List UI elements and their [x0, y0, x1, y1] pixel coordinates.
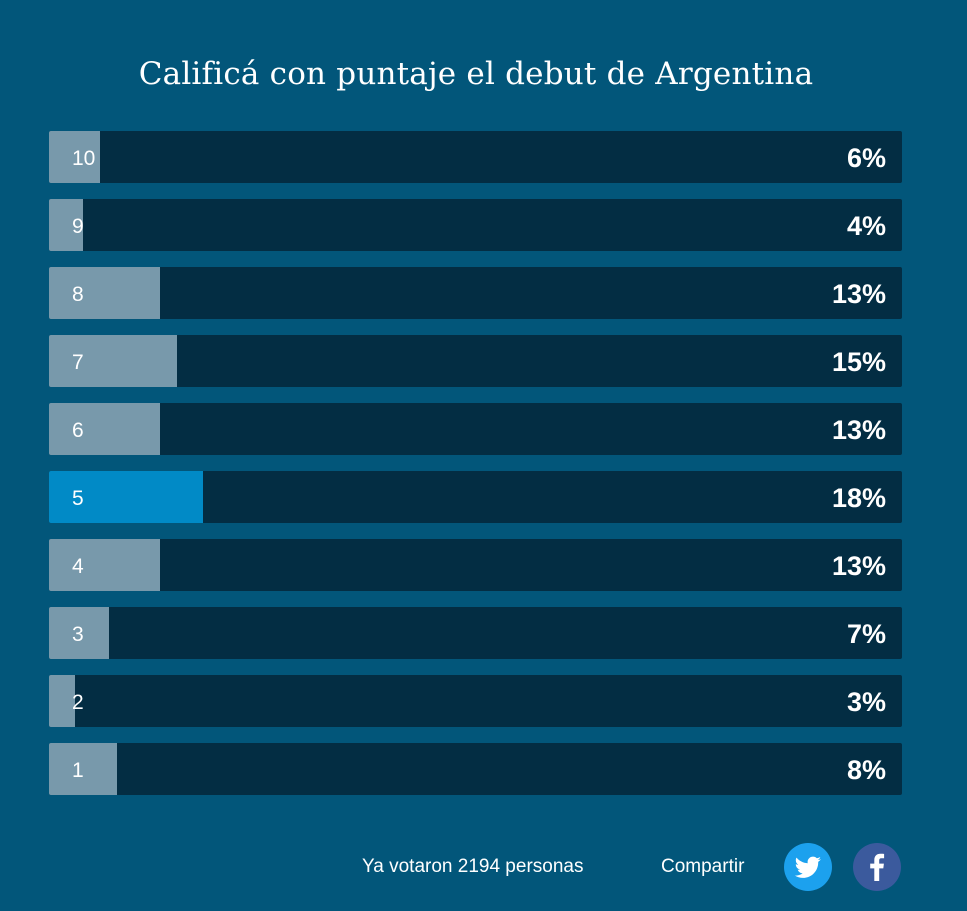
- poll-option-9[interactable]: 9 4%: [49, 199, 902, 251]
- poll-option-fill: [49, 539, 160, 591]
- poll-option-percent: 13%: [831, 551, 886, 581]
- poll-option-percent: 7%: [846, 619, 886, 649]
- vote-count-text: Ya votaron 2194 personas: [362, 856, 584, 877]
- poll-option-fill: [49, 743, 118, 795]
- poll-option-percent: 3%: [846, 687, 886, 717]
- poll-option-percent: 8%: [846, 755, 886, 785]
- poll-option-fill: [49, 267, 160, 319]
- poll-option-label: 2: [72, 691, 84, 714]
- poll-option-fill: [49, 675, 75, 727]
- poll-title: Calificá con puntaje el debut de Argenti…: [138, 56, 814, 92]
- facebook-share-button[interactable]: [853, 843, 901, 891]
- twitter-share-button[interactable]: [784, 843, 832, 891]
- poll-options: 10 6% 9 4% 8 13% 7 15% 6 13% 5 18% 4 13% 3 7% 2 3% 1 8%: [49, 131, 902, 811]
- poll-option-percent: 13%: [831, 415, 886, 445]
- poll-option-percent: 13%: [831, 279, 886, 309]
- poll-option-2[interactable]: 2 3%: [49, 675, 902, 727]
- poll-option-8[interactable]: 8 13%: [49, 267, 902, 319]
- poll-option-fill: [49, 131, 101, 183]
- poll-option-7[interactable]: 7 15%: [49, 335, 902, 387]
- poll-option-6[interactable]: 6 13%: [49, 403, 902, 455]
- poll-option-label: 3: [72, 623, 84, 646]
- poll-option-5[interactable]: 5 18%: [49, 471, 902, 523]
- poll-option-label: 1: [72, 759, 84, 782]
- poll-option-label: 8: [72, 283, 84, 306]
- poll-option-fill: [49, 607, 109, 659]
- poll-option-fill: [49, 471, 203, 523]
- facebook-icon: [870, 853, 885, 881]
- poll-option-label: 10: [72, 147, 96, 170]
- poll-option-label: 6: [72, 419, 84, 442]
- poll-option-label: 4: [72, 555, 84, 578]
- poll-option-1[interactable]: 1 8%: [49, 743, 902, 795]
- poll-option-percent: 15%: [831, 347, 886, 377]
- poll-option-percent: 18%: [831, 483, 886, 513]
- poll-option-percent: 6%: [846, 143, 886, 173]
- poll-option-label: 7: [72, 351, 84, 374]
- poll-option-label: 5: [72, 487, 84, 510]
- twitter-icon: [794, 856, 821, 878]
- poll-option-fill: [49, 335, 177, 387]
- poll-option-4[interactable]: 4 13%: [49, 539, 902, 591]
- poll-option-fill: [49, 199, 84, 251]
- poll-option-percent: 4%: [846, 211, 886, 241]
- poll-option-10[interactable]: 10 6%: [49, 131, 902, 183]
- poll-option-fill: [49, 403, 160, 455]
- poll-option-3[interactable]: 3 7%: [49, 607, 902, 659]
- share-label: Compartir: [661, 856, 745, 877]
- poll-option-label: 9: [72, 215, 84, 238]
